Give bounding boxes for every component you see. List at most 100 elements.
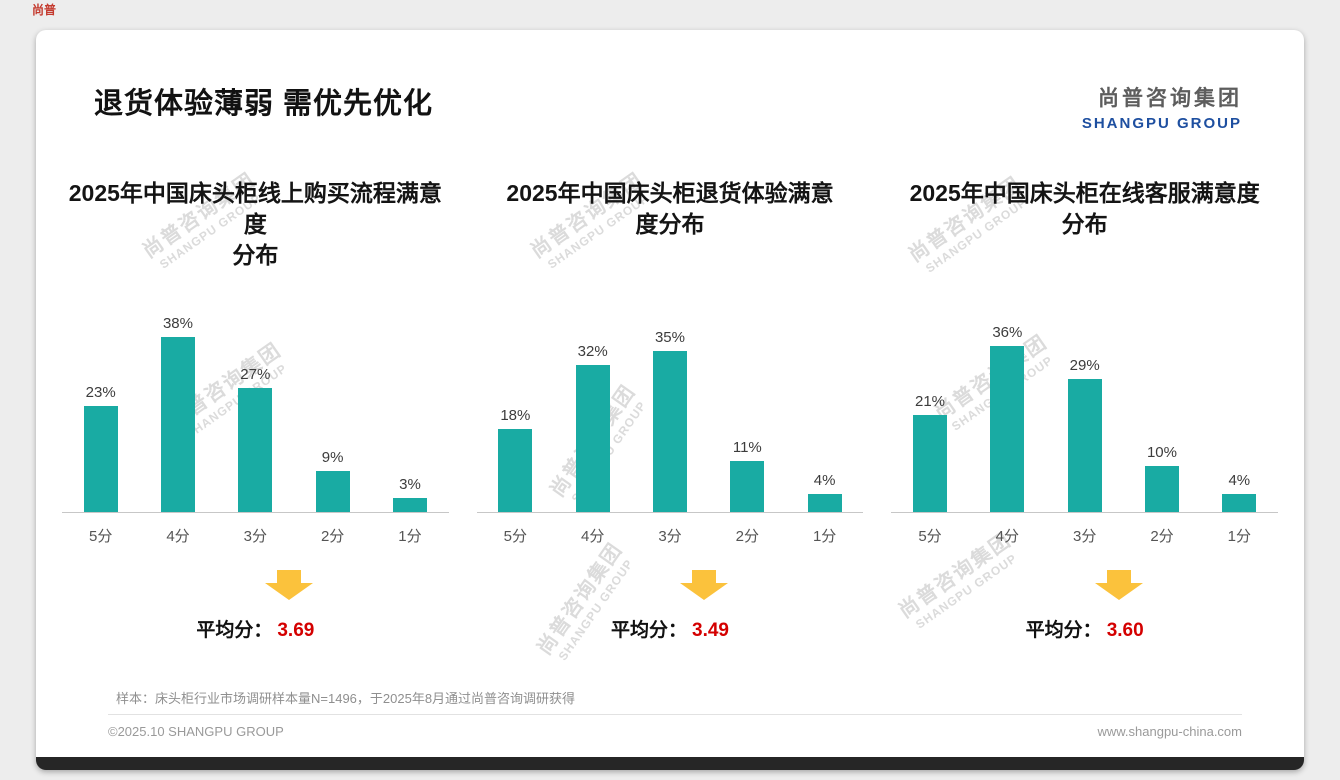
bar-series: 18% 32% 35% 11% 4% [477, 329, 864, 512]
arrow-head [265, 583, 314, 600]
bar [498, 429, 533, 512]
x-axis-label: 5分 [918, 528, 942, 545]
chart-2: 2025年中国床头柜退货体验满意 度分布 18% 32% 35% 11% 4% 5分 4分 3分… [463, 178, 878, 642]
average-value: 3.69 [277, 620, 315, 641]
x-axis-label: 2分 [735, 528, 759, 545]
bar-value-label: 23% [85, 384, 116, 402]
bar-value-label: 11% [732, 439, 762, 457]
arrow-head [1094, 583, 1143, 600]
x-axis-label: 4分 [995, 528, 1019, 545]
average-score: 平均分： 3.49 [467, 615, 874, 642]
bar-column: 21% [891, 393, 968, 512]
x-axis-label: 4分 [166, 528, 190, 545]
down-arrow-icon [1094, 570, 1143, 600]
x-axis-label: 3分 [243, 528, 267, 545]
bar [238, 387, 273, 512]
chart-title: 2025年中国床头柜线上购买流程满意度 分布 [68, 180, 442, 269]
logo-en-text: SHANGPU GROUP [1081, 115, 1242, 132]
x-axis-labels: 5分 4分 3分 2分 1分 [62, 513, 449, 546]
x-axis-label: 3分 [658, 528, 682, 545]
charts-row: 2025年中国床头柜线上购买流程满意度 分布 23% 38% 27% 9% 3% 5分 4分 3… [48, 178, 1292, 642]
down-arrow-icon [680, 570, 728, 600]
bar-column: 23% [62, 384, 139, 512]
bar [1222, 493, 1257, 512]
average-label: 平均分： [196, 620, 273, 641]
x-axis-line [891, 512, 1279, 513]
arrow-stem [1106, 570, 1131, 583]
x-axis-label: 5分 [88, 528, 113, 545]
chart-plot-area: 18% 32% 35% 11% 4% [477, 244, 864, 512]
footer-divider [108, 714, 1242, 715]
average-value: 3.49 [692, 620, 729, 641]
bar [392, 498, 427, 512]
arrow-stem [692, 570, 716, 583]
bar-column: 27% [217, 366, 294, 512]
bar [990, 346, 1025, 512]
chart-title: 2025年中国床头柜退货体验满意 度分布 [506, 180, 834, 238]
chart-1: 2025年中国床头柜线上购买流程满意度 分布 23% 38% 27% 9% 3% 5分 4分 3… [48, 178, 463, 642]
average-score: 平均分： 3.69 [52, 615, 459, 642]
bar [913, 415, 947, 512]
x-axis-label: 2分 [320, 528, 345, 545]
arrow-head [680, 583, 728, 600]
copyright-text: ©2025.10 SHANGPU GROUP [108, 724, 284, 739]
x-axis-label: 3分 [1072, 528, 1097, 545]
bar [83, 406, 118, 512]
chart-plot-area: 21% 36% 29% 10% 4% [891, 244, 1278, 512]
page-title: 退货体验薄弱 需优先优化 [94, 88, 434, 120]
bar [575, 364, 610, 512]
x-axis-label: 1分 [398, 528, 422, 545]
x-axis-label: 4分 [580, 528, 605, 545]
average-label: 平均分： [611, 620, 688, 641]
bar-value-label: 27% [240, 365, 271, 383]
bottom-dark-bar [36, 757, 1304, 770]
bar-value-label: 32% [577, 342, 608, 360]
x-axis-label: 5分 [503, 528, 527, 545]
bar-series: 23% 38% 27% 9% 3% [62, 315, 449, 512]
bar-column: 29% [1046, 357, 1123, 512]
bar-column: 18% [477, 407, 554, 512]
x-axis-label: 1分 [1227, 528, 1251, 545]
chart-title: 2025年中国床头柜在线客服满意度 分布 [909, 180, 1260, 238]
shangpu-logo: 尚普咨询集团 SHANGPU GROUP [1082, 82, 1242, 132]
corner-watermark-fragment: 尚普咨询集团 [32, 3, 57, 16]
down-arrow-icon [265, 570, 314, 600]
chart-plot-area: 23% 38% 27% 9% 3% [62, 244, 449, 512]
bar-column: 35% [631, 329, 708, 512]
bar [160, 337, 195, 512]
average-score: 平均分： 3.60 [881, 615, 1288, 642]
x-axis-line [476, 512, 864, 513]
bar-value-label: 3% [399, 476, 421, 494]
bar-value-label: 4% [1228, 471, 1251, 489]
bar-value-label: 29% [1069, 356, 1100, 374]
bar-column: 4% [1201, 472, 1278, 512]
bar-column: 11% [709, 439, 786, 512]
bar-value-label: 4% [813, 471, 836, 489]
x-axis-labels: 5分 4分 3分 2分 1分 [477, 513, 864, 546]
x-axis-label: 1分 [812, 528, 837, 545]
bar [807, 493, 842, 512]
bar-value-label: 35% [654, 329, 685, 346]
bar-column: 9% [294, 449, 371, 512]
bar [315, 470, 350, 512]
bar-column: 10% [1123, 444, 1200, 512]
bar [652, 351, 687, 512]
bar-column: 4% [786, 472, 863, 512]
chart-3: 2025年中国床头柜在线客服满意度 分布 21% 36% 29% 10% 4% 5分 4分 3分… [877, 178, 1292, 642]
sample-footnote: 样本：床头柜行业市场调研样本量N=1496，于2025年8月通过尚普咨询调研获得 [116, 691, 576, 706]
bar [1067, 378, 1102, 512]
website-url: www.shangpu-china.com [1097, 724, 1242, 739]
bar-value-label: 18% [500, 407, 531, 425]
bar-column: 38% [139, 315, 216, 512]
bar [730, 461, 765, 512]
slide-card: 退货体验薄弱 需优先优化 尚普咨询集团 SHANGPU GROUP 尚普咨询集团… [36, 30, 1304, 770]
bar-value-label: 21% [914, 393, 946, 411]
bar [1144, 466, 1179, 512]
bar-value-label: 36% [992, 324, 1023, 342]
bar-column: 3% [371, 476, 448, 512]
bar-column: 36% [969, 324, 1046, 512]
bar-value-label: 38% [162, 315, 193, 333]
average-label: 平均分： [1025, 620, 1102, 641]
bar-value-label: 10% [1146, 444, 1177, 461]
x-axis-labels: 5分 4分 3分 2分 1分 [891, 513, 1278, 546]
